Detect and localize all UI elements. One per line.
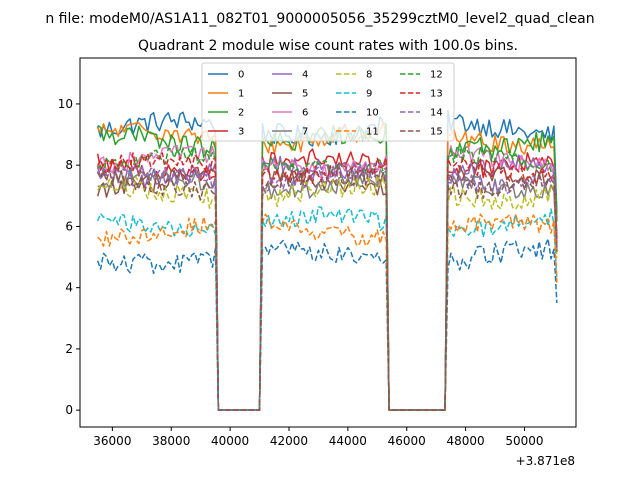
legend-label-0: 0 — [238, 70, 244, 81]
x-tick-label: 42000 — [270, 434, 308, 448]
legend-label-2: 2 — [238, 108, 244, 119]
legend-label-14: 14 — [430, 108, 443, 119]
series-line-1 — [97, 121, 558, 411]
legend-label-15: 15 — [430, 127, 443, 138]
series-line-10 — [96, 238, 558, 411]
series-line-9 — [96, 206, 558, 411]
legend-label-5: 5 — [302, 89, 308, 100]
x-tick-label: 36000 — [93, 434, 131, 448]
legend-label-11: 11 — [366, 127, 379, 138]
legend-label-4: 4 — [302, 70, 308, 81]
y-tick-label: 8 — [65, 158, 73, 172]
y-axis: 0 2 4 6 8 10 — [58, 97, 80, 417]
suptitle: n file: modeM0/AS1A11_082T01_9000005056_… — [45, 11, 594, 27]
legend-label-7: 7 — [302, 127, 308, 138]
x-axis: 36000 38000 40000 42000 44000 46000 48000 50000 — [93, 427, 544, 448]
x-tick-label: 46000 — [388, 434, 426, 448]
legend-label-8: 8 — [366, 70, 372, 81]
y-tick-label: 4 — [65, 281, 73, 295]
axes-frame — [79, 57, 577, 428]
series-line-8 — [97, 174, 558, 411]
legend-label-3: 3 — [238, 127, 244, 138]
y-tick-label: 2 — [65, 342, 73, 356]
series-line-11 — [97, 213, 558, 411]
y-tick-label: 10 — [58, 97, 73, 111]
legend-label-12: 12 — [430, 70, 443, 81]
series-line-15 — [96, 167, 558, 411]
y-tick-label: 0 — [65, 403, 73, 417]
x-offset-label: +3.871e8 — [516, 454, 575, 468]
legend-label-13: 13 — [430, 89, 443, 100]
legend-label-9: 9 — [366, 89, 372, 100]
legend-box — [201, 62, 455, 142]
legend-label-10: 10 — [366, 108, 379, 119]
x-tick-label: 44000 — [329, 434, 367, 448]
legend-label-1: 1 — [238, 89, 244, 100]
series-line-14 — [96, 162, 558, 411]
x-tick-label: 50000 — [505, 434, 543, 448]
x-tick-label: 40000 — [211, 434, 249, 448]
x-tick-label: 48000 — [447, 434, 485, 448]
legend-label-6: 6 — [302, 108, 308, 119]
x-tick-label: 38000 — [152, 434, 190, 448]
y-tick-label: 6 — [65, 219, 73, 233]
chart-title: Quadrant 2 module wise count rates with … — [138, 38, 518, 54]
